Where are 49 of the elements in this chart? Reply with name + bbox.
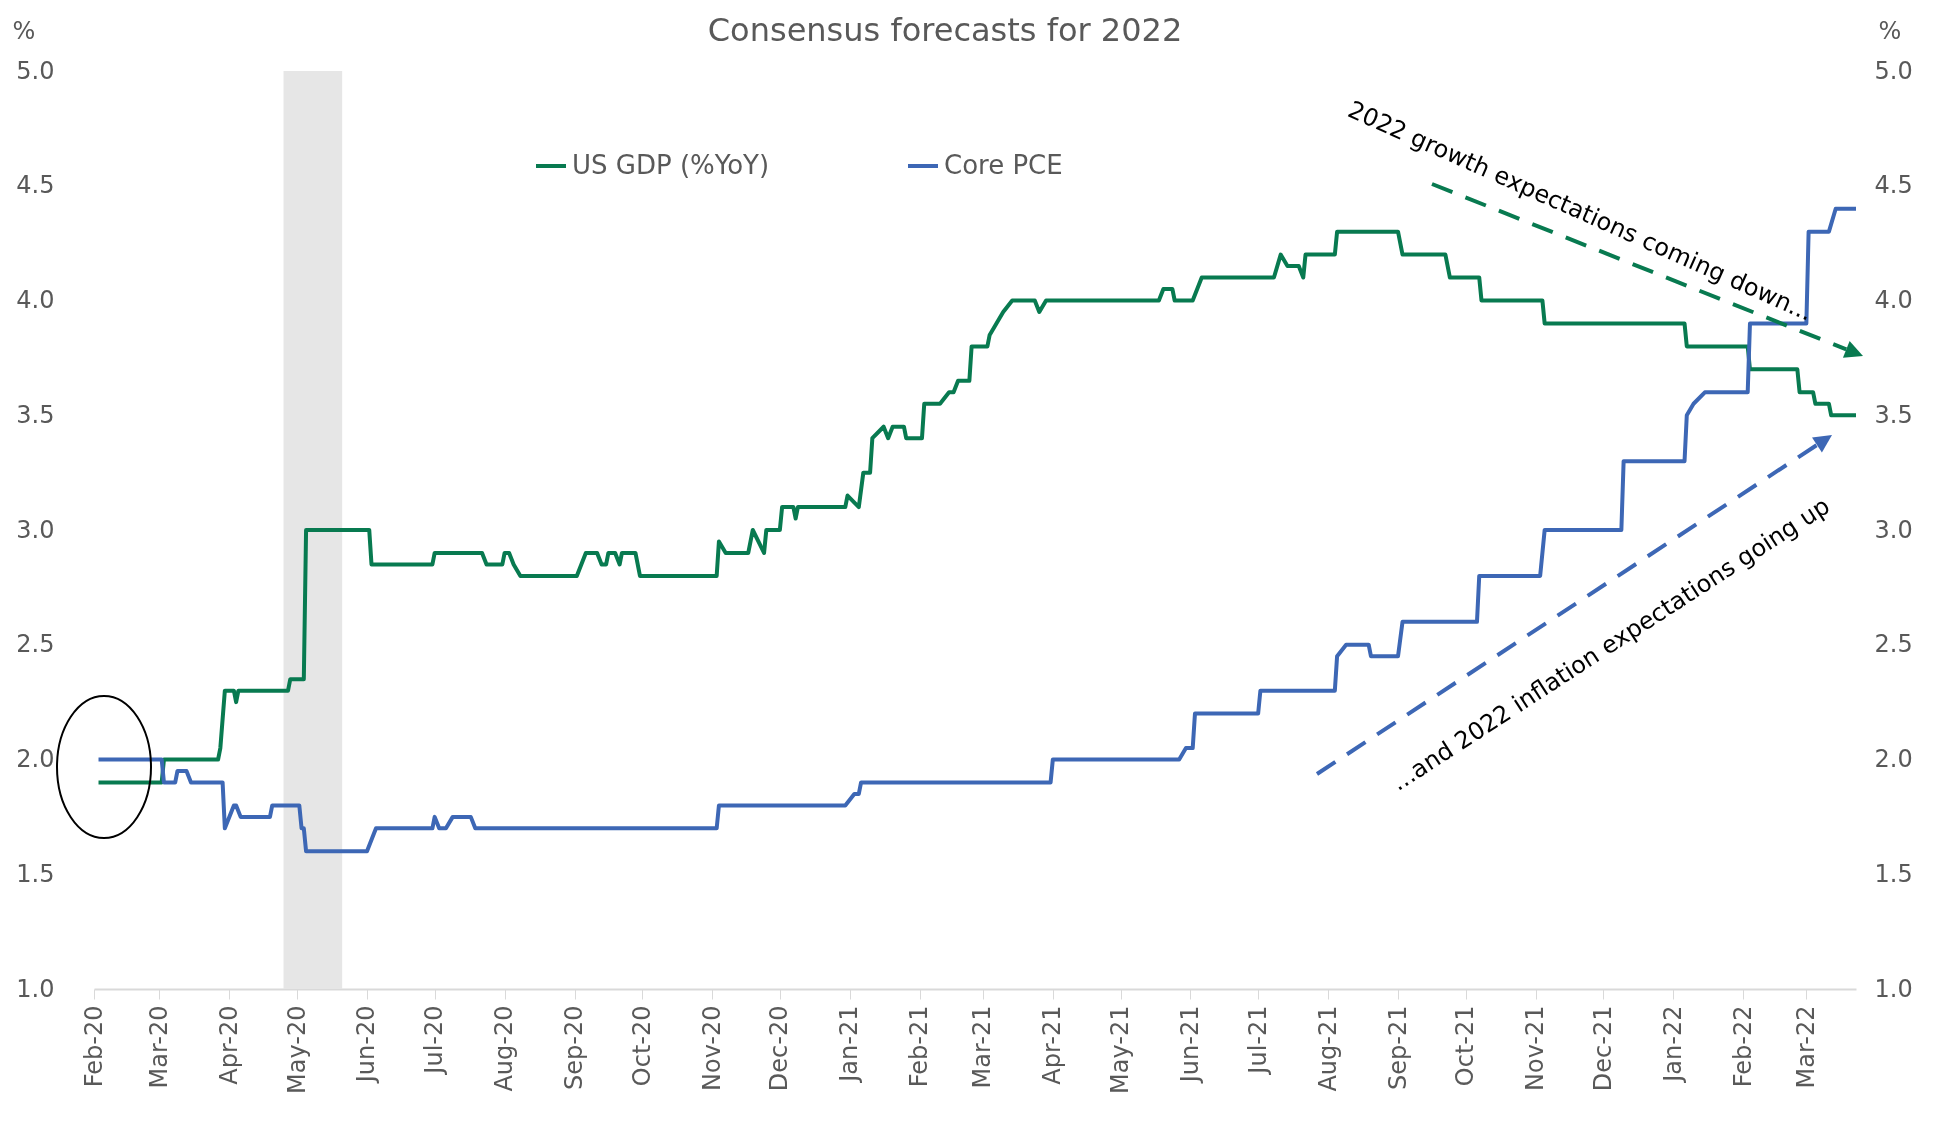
x-tick-label: Oct-21 <box>1451 1005 1480 1087</box>
x-tick-label: May-20 <box>282 1005 311 1094</box>
y2-tick-label: 2.0 <box>1874 745 1913 773</box>
y2-tick-label: 4.0 <box>1874 286 1913 314</box>
y-tick-label: 3.0 <box>16 515 55 544</box>
x-tick-label: Apr-21 <box>1038 1005 1067 1085</box>
x-tick-label: Jun-20 <box>352 1005 381 1085</box>
x-tick-label: Nov-20 <box>697 1005 726 1091</box>
x-tick-label: Sep-20 <box>560 1005 589 1090</box>
y-tick-label: 2.0 <box>16 745 55 773</box>
x-tick-label: Jul-20 <box>420 1005 449 1076</box>
y2-tick-label: 3.0 <box>1874 515 1913 544</box>
x-tick-label: Mar-21 <box>968 1005 997 1089</box>
y-axis-title: % <box>12 16 36 45</box>
y-tick-label: 4.0 <box>16 286 55 314</box>
x-tick-label: Jul-21 <box>1243 1005 1272 1076</box>
y-tick-label: 5.0 <box>16 56 55 85</box>
x-tick-label: Nov-21 <box>1521 1005 1550 1091</box>
y2-axis-title: % <box>1878 16 1902 45</box>
y2-tick-label: 1.5 <box>1874 859 1913 888</box>
y-tick-label: 4.5 <box>16 171 55 200</box>
legend-label: Core PCE <box>944 150 1063 180</box>
y2-tick-label: 1.0 <box>1874 974 1913 1003</box>
x-tick-label: Feb-21 <box>905 1005 934 1088</box>
x-tick-label: Oct-20 <box>627 1005 656 1087</box>
x-tick-label: Dec-20 <box>765 1005 794 1092</box>
x-tick-label: Aug-20 <box>490 1005 519 1092</box>
y-tick-label: 2.5 <box>16 630 55 659</box>
x-tick-label: Dec-21 <box>1588 1005 1617 1092</box>
x-tick-label: Jun-21 <box>1175 1005 1204 1085</box>
y-tick-label: 1.5 <box>16 859 55 888</box>
y2-tick-label: 4.5 <box>1874 171 1913 200</box>
x-tick-label: Mar-22 <box>1791 1005 1820 1089</box>
x-tick-label: Mar-20 <box>144 1005 173 1089</box>
x-tick-label: Sep-21 <box>1383 1005 1412 1090</box>
y-tick-label: 3.5 <box>16 400 55 429</box>
x-tick-label: Feb-22 <box>1728 1005 1757 1088</box>
y2-tick-label: 5.0 <box>1874 56 1913 85</box>
legend-label: US GDP (%YoY) <box>572 150 770 180</box>
x-tick-label: Aug-21 <box>1313 1005 1342 1092</box>
y2-tick-label: 2.5 <box>1874 630 1913 659</box>
x-tick-label: Jan-21 <box>835 1005 864 1084</box>
chart-title: Consensus forecasts for 2022 <box>707 11 1183 49</box>
y2-tick-label: 3.5 <box>1874 400 1913 429</box>
x-tick-label: Jan-22 <box>1658 1005 1687 1084</box>
x-tick-label: Feb-20 <box>79 1005 108 1088</box>
x-tick-label: May-21 <box>1106 1005 1135 1094</box>
x-tick-label: Apr-20 <box>214 1005 243 1085</box>
y-tick-label: 1.0 <box>16 974 55 1003</box>
